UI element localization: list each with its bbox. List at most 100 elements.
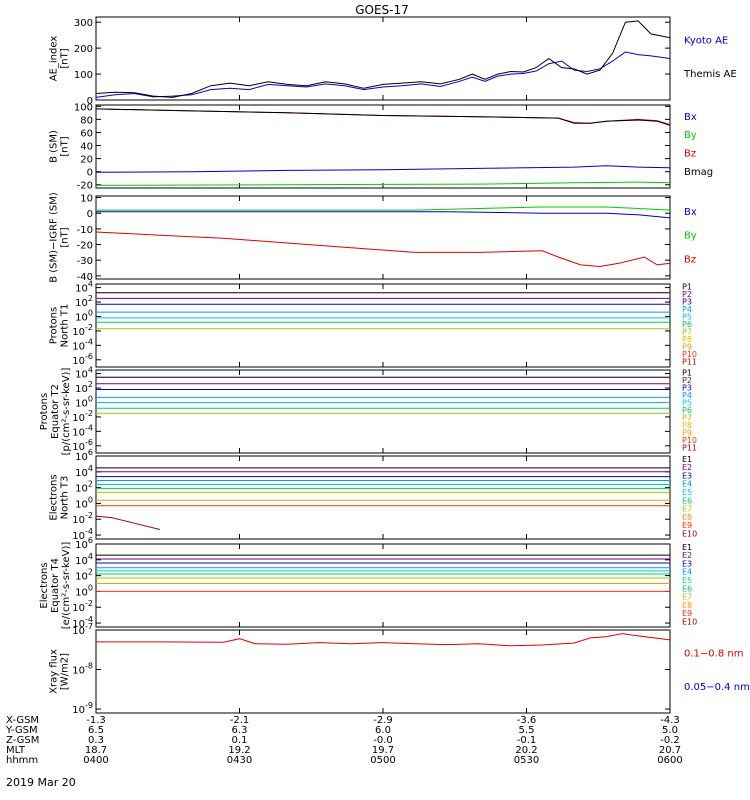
y-tick-label: 102 [75,568,93,583]
x-tick-value: 0400 [83,755,108,766]
y-tick-label: 0 [87,168,93,179]
legend-label: P2 [682,376,692,385]
y-tick-label: 0 [87,209,93,220]
x-row-name: MLT [6,745,26,756]
series-line [95,181,671,186]
legend-label: Bmag [684,167,713,178]
y-tick-label: 100 [75,495,93,510]
panel-frame [95,455,671,540]
x-tick-value: 0500 [370,755,395,766]
legend-label: E2 [682,463,692,472]
y-axis-label: B (SM)−IGRF (SM) [49,192,60,283]
legend-label: P5 [682,398,692,407]
y-tick-exponent: -4 [85,527,93,536]
y-axis-label: [nT] [60,227,71,247]
y-tick-label: 102 [75,480,93,495]
panel-frame [95,104,671,189]
y-tick-exponent: -4 [85,423,93,432]
legend-label: E10 [682,530,697,539]
y-tick-exponent: -6 [85,352,93,361]
x-tick-value: 20.2 [515,745,537,756]
y-tick-label: 100 [74,102,93,113]
y-tick-label: 300 [74,18,93,29]
legend-label: P11 [682,358,697,367]
y-tick-label: 100 [74,70,93,81]
legend-label: E3 [682,559,692,568]
legend-label: Bx [684,112,697,123]
x-tick-value: -2.9 [373,715,393,726]
y-tick-label: 0 [87,96,93,107]
y-tick-label: 10-6 [72,352,93,367]
x-tick-value: 0.1 [232,735,248,746]
y-tick-label: 10 [80,194,93,205]
legend-label: E9 [682,521,692,530]
legend-label: E4 [682,480,692,489]
y-tick-label: 100 [75,308,93,323]
legend-label: E5 [682,576,692,585]
series-line [95,51,671,98]
panel-frame [95,195,671,280]
series-line [95,108,671,126]
y-tick-label: 10-2 [72,409,93,424]
panel-frame [95,543,671,628]
y-axis-label: B (SM) [49,130,60,163]
legend-label: E7 [682,593,692,602]
series-line [95,20,671,98]
x-row-name: Z-GSM [6,735,39,746]
x-tick-value: 18.7 [85,745,107,756]
panel-ae: 0 100 200 300 AE_index [nT] Kyoto AE Themis AE [49,16,737,107]
y-tick-exponent: -2 [85,599,93,608]
x-tick-value: 6.0 [375,725,391,736]
y-tick-exponent: 2 [88,380,93,389]
legend-label: E10 [682,618,697,627]
y-tick-label: 100 [75,394,93,409]
date-label: 2019 Mar 20 [6,776,76,789]
x-tick-value: -0.2 [660,735,680,746]
y-tick-exponent: -2 [85,409,93,418]
y-tick-exponent: 4 [88,366,93,375]
y-axis-label: Electrons [39,562,50,608]
x-tick-value: 5.0 [662,725,678,736]
x-row-name: X-GSM [6,715,39,726]
legend-label: P10 [682,436,697,445]
y-tick-exponent: 2 [88,294,93,303]
y-tick-label: -30 [77,256,93,267]
legend-label: E4 [682,568,692,577]
y-tick-label: 102 [75,380,93,395]
legend-label: P1 [682,368,692,377]
y-tick-label: 60 [80,128,93,139]
y-tick-label: 10-4 [72,423,93,438]
y-tick-label: 200 [74,44,93,55]
legend-label: E6 [682,496,692,505]
legend-label: P7 [682,328,692,337]
series-line [95,231,671,268]
y-axis-label: North T3 [60,476,71,520]
y-axis-label: [p/(cm²-s-sr-keV)] [61,368,72,456]
y-tick-exponent: 6 [88,536,93,545]
x-row-name: Y-GSM [5,725,38,736]
y-axis-label: [nT] [60,136,71,156]
x-tick-value: 5.5 [519,725,535,736]
y-tick-label: 104 [75,552,93,567]
legend-label: P10 [682,350,697,359]
y-axis-label: Protons [49,307,60,344]
y-tick-exponent: 2 [88,568,93,577]
y-tick-label: 10-8 [72,662,93,677]
y-tick-exponent: -9 [85,701,93,710]
legend-label: E3 [682,471,692,480]
legend-label: E8 [682,513,692,522]
y-tick-label: 100 [75,583,93,598]
y-tick-exponent: 4 [88,464,93,473]
panel-bsm: -20 0 20 40 60 80 100 B (SM) [nT] Bx By Bz Bmag [49,102,714,191]
legend-label: P2 [682,290,692,299]
legend-label: P11 [682,444,697,453]
y-tick-exponent: -4 [85,337,93,346]
y-tick-exponent: 2 [88,480,93,489]
series-line [95,165,671,173]
